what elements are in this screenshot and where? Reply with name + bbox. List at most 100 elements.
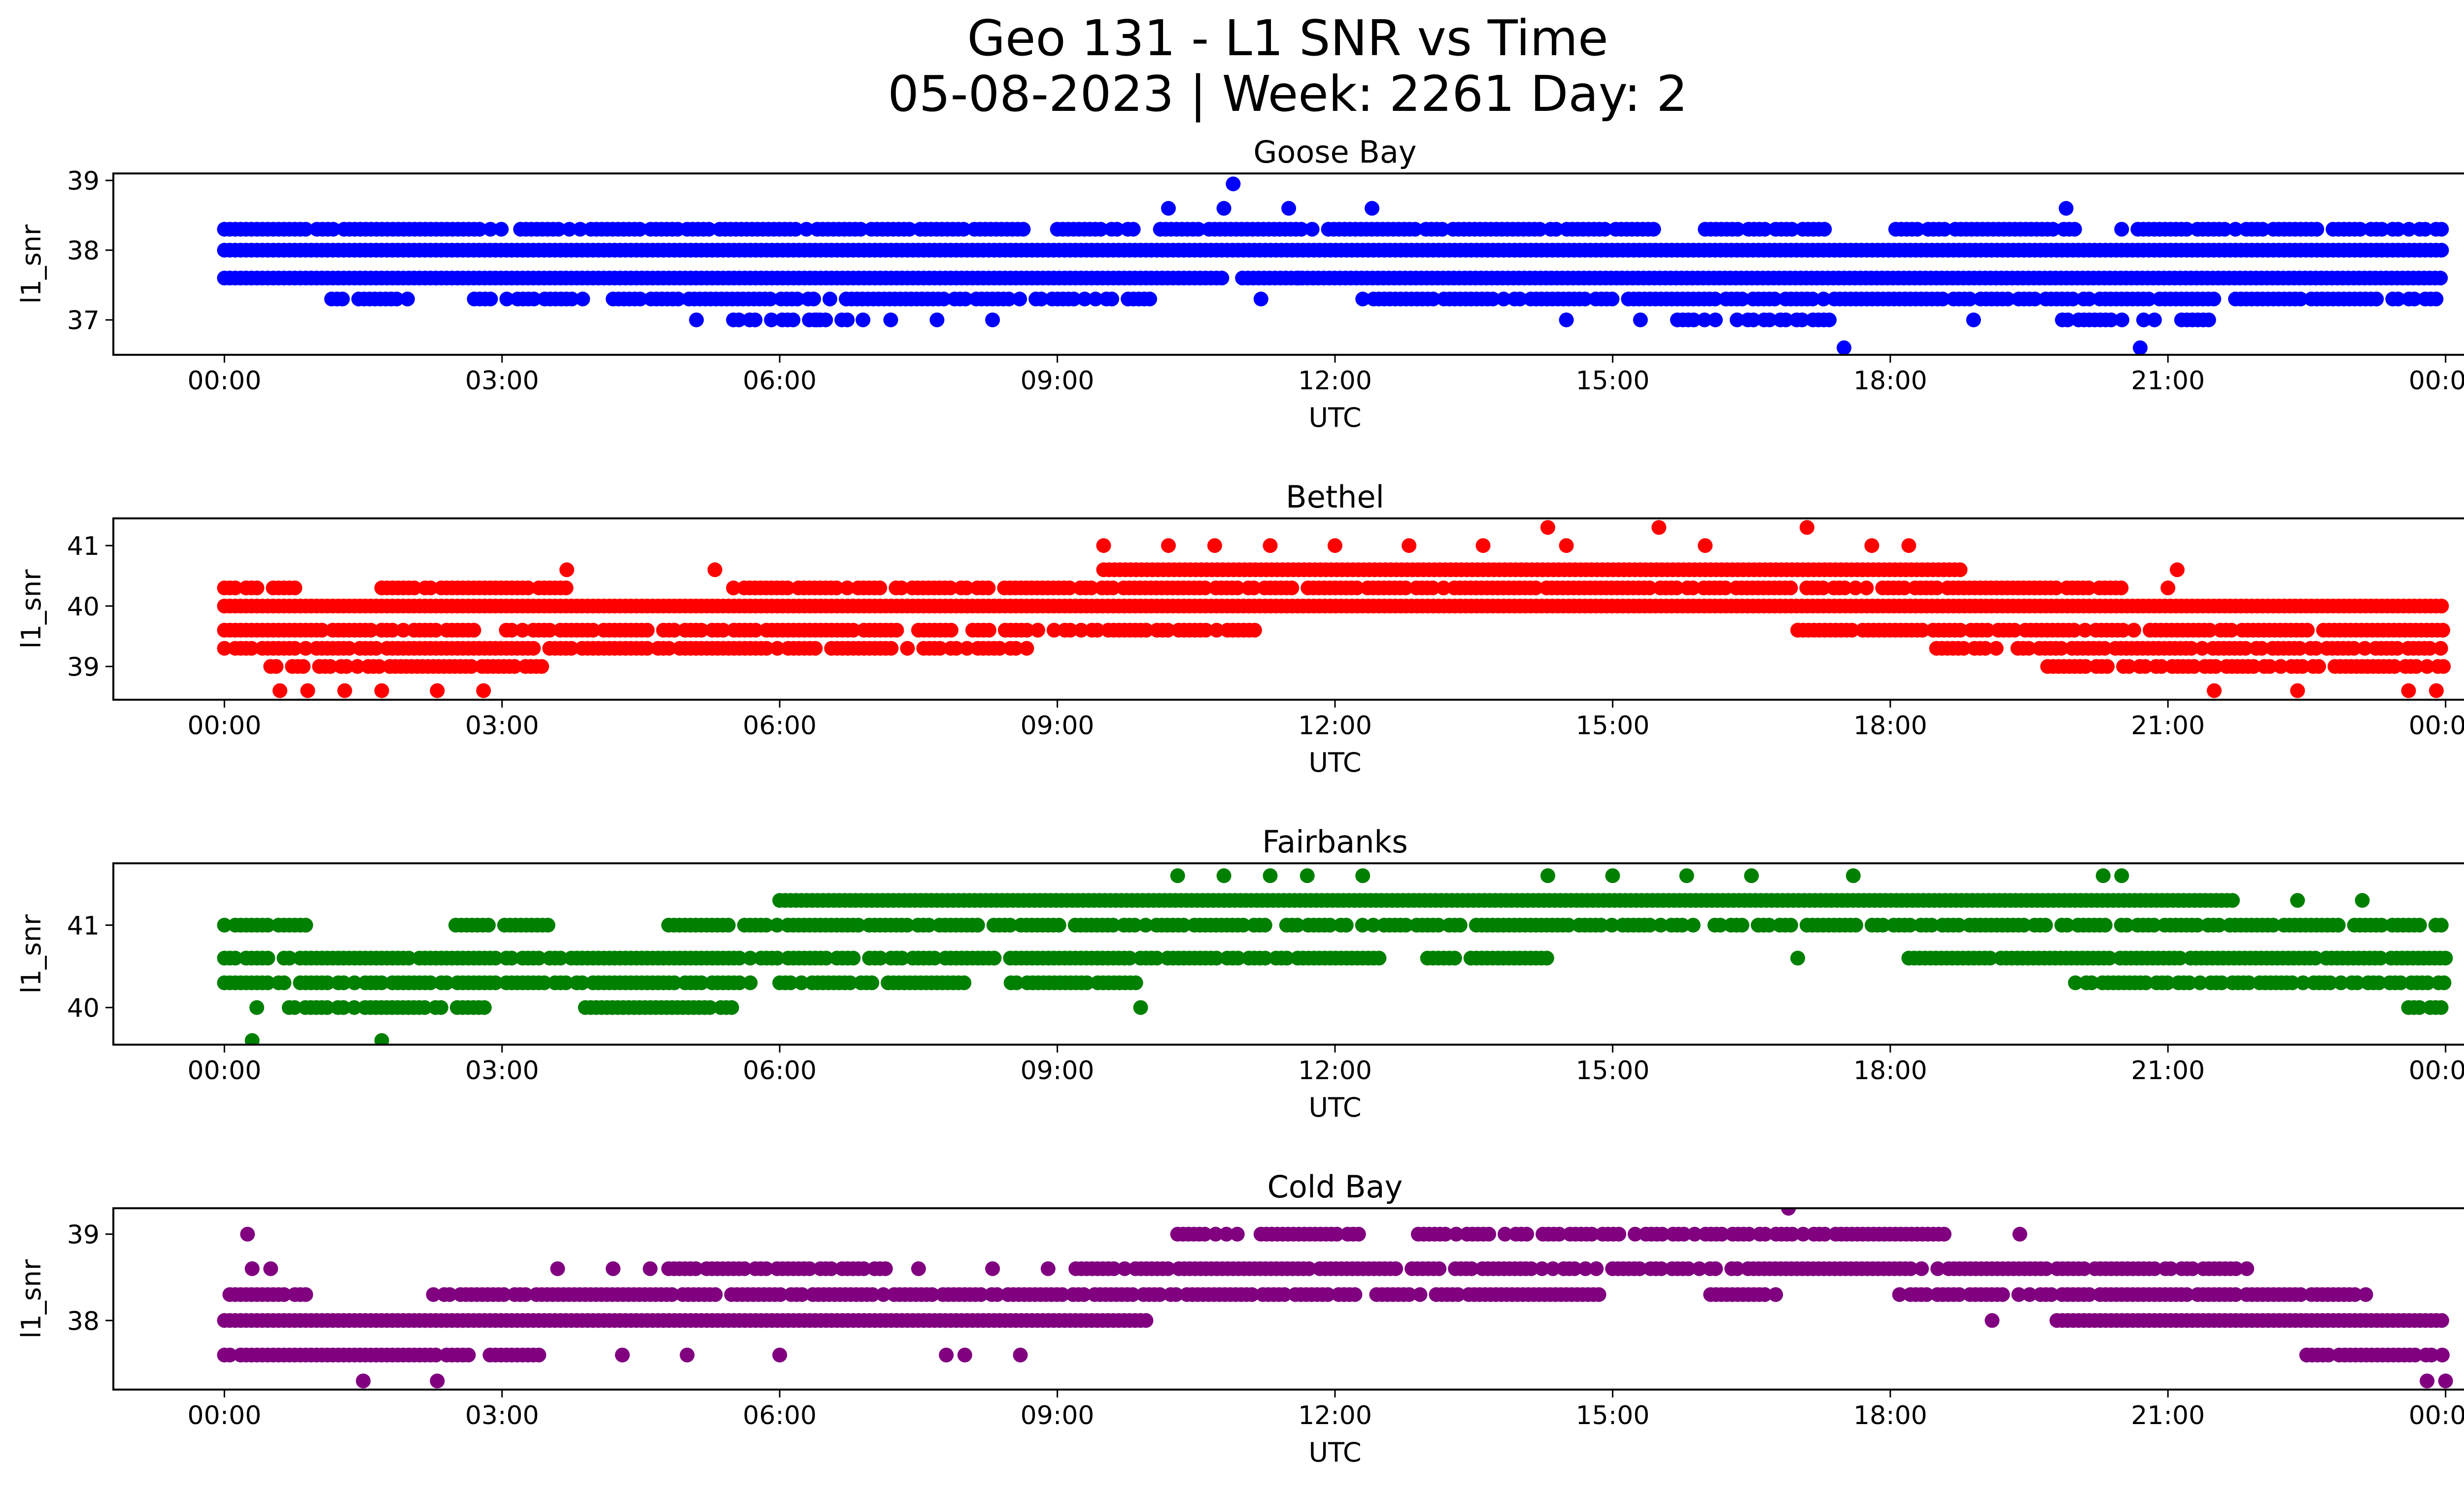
data-point xyxy=(856,312,870,327)
subplot-title: Goose Bay xyxy=(1253,134,1416,170)
data-point xyxy=(1217,201,1232,216)
data-point xyxy=(985,312,1000,327)
data-point xyxy=(2369,292,2384,306)
data-point xyxy=(981,580,995,595)
data-point xyxy=(1989,641,2004,656)
data-point xyxy=(982,623,996,638)
data-point xyxy=(2429,292,2443,306)
data-point xyxy=(1611,1227,1626,1242)
data-point xyxy=(2434,599,2449,613)
x-tick-label: 03:00 xyxy=(465,711,539,741)
data-point xyxy=(2355,893,2370,908)
data-point xyxy=(2096,868,2111,883)
data-point xyxy=(483,292,498,306)
data-point xyxy=(1519,1227,1534,1242)
data-point xyxy=(300,683,315,698)
data-point xyxy=(884,312,898,327)
data-point xyxy=(1328,538,1342,553)
data-point xyxy=(2434,222,2449,237)
data-point xyxy=(2239,1261,2254,1276)
data-point xyxy=(298,918,313,933)
data-point xyxy=(878,1261,893,1276)
y-tick-label: 41 xyxy=(67,532,100,561)
data-point xyxy=(2438,951,2453,965)
data-point xyxy=(1096,538,1111,553)
data-point xyxy=(806,292,821,306)
x-tick-label: 21:00 xyxy=(2131,1056,2205,1086)
data-point xyxy=(1783,918,1798,933)
data-point xyxy=(640,623,654,638)
data-point xyxy=(1161,538,1176,553)
data-point xyxy=(287,580,302,595)
data-point xyxy=(708,1287,723,1302)
y-axis-label: l1_snr xyxy=(16,224,47,304)
data-point xyxy=(1052,918,1066,933)
data-point xyxy=(400,292,415,306)
data-point xyxy=(872,580,887,595)
x-tick-label: 18:00 xyxy=(1853,711,1927,741)
data-point xyxy=(1016,222,1030,237)
x-tick-label: 00:00 xyxy=(2409,711,2464,741)
data-point xyxy=(1300,868,1315,883)
x-axis-label: UTC xyxy=(1308,1092,1361,1123)
data-point xyxy=(481,918,496,933)
data-point xyxy=(1995,1287,2010,1302)
data-point xyxy=(721,918,736,933)
x-tick-label: 09:00 xyxy=(1021,366,1095,396)
data-point xyxy=(1646,222,1661,237)
data-point xyxy=(1822,312,1837,327)
y-tick-label: 38 xyxy=(67,237,100,266)
data-point xyxy=(1540,868,1555,883)
x-tick-label: 15:00 xyxy=(1575,711,1649,741)
y-tick-label: 39 xyxy=(67,653,100,682)
data-point xyxy=(249,580,264,595)
x-tick-label: 00:00 xyxy=(187,1056,261,1086)
x-tick-label: 12:00 xyxy=(1298,366,1372,396)
data-point xyxy=(743,976,757,990)
data-point xyxy=(1138,1313,1153,1328)
data-point xyxy=(2133,340,2148,355)
data-point xyxy=(2098,918,2113,933)
data-point xyxy=(957,976,971,990)
data-point xyxy=(2114,868,2129,883)
data-point xyxy=(864,976,879,990)
data-point xyxy=(1263,538,1278,553)
data-point xyxy=(1651,520,1666,535)
data-point xyxy=(249,1000,264,1015)
data-point xyxy=(1447,951,1462,965)
subplot-title: Cold Bay xyxy=(1267,1169,1403,1205)
data-point xyxy=(1848,918,1863,933)
data-point xyxy=(1012,292,1027,306)
data-point xyxy=(575,292,590,306)
data-point xyxy=(1708,312,1723,327)
data-point xyxy=(846,951,860,965)
data-point xyxy=(2434,243,2449,258)
data-point xyxy=(273,683,287,698)
data-point xyxy=(1019,641,1034,656)
data-point xyxy=(822,292,837,306)
x-tick-label: 21:00 xyxy=(2131,711,2205,741)
data-point xyxy=(1142,292,1157,306)
data-point xyxy=(1605,868,1620,883)
subplot-title: Bethel xyxy=(1286,479,1384,515)
data-point xyxy=(2436,659,2451,674)
data-point xyxy=(1790,951,1805,965)
data-point xyxy=(1966,312,1981,327)
data-point xyxy=(944,623,958,638)
data-point xyxy=(2433,271,2448,285)
data-point xyxy=(260,951,275,965)
data-point xyxy=(526,641,541,656)
data-point xyxy=(2436,976,2451,990)
data-point xyxy=(1263,868,1278,883)
data-point xyxy=(1679,868,1694,883)
data-point xyxy=(1453,918,1468,933)
x-tick-label: 00:00 xyxy=(187,366,261,396)
data-point xyxy=(2309,222,2324,237)
data-point xyxy=(1371,951,1386,965)
y-axis-label: l1_snr xyxy=(16,914,47,994)
x-tick-label: 06:00 xyxy=(743,366,817,396)
y-tick-label: 37 xyxy=(67,306,100,336)
x-tick-label: 15:00 xyxy=(1575,1056,1649,1086)
data-point xyxy=(987,951,1001,965)
data-point xyxy=(2359,1287,2373,1302)
